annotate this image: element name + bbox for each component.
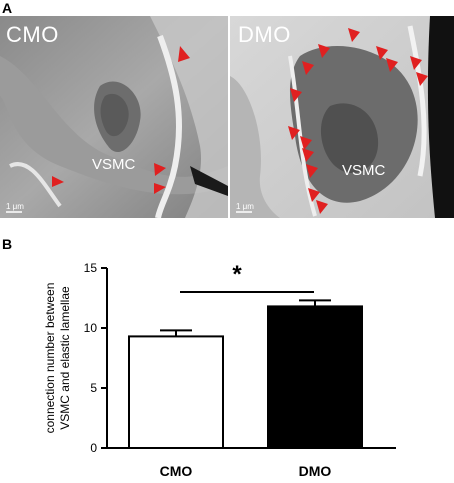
y-tick-label-1: 5	[90, 381, 97, 395]
significance-star: *	[232, 261, 242, 288]
category-label-dmo: DMO	[299, 463, 332, 479]
panel-b-letter: B	[2, 236, 13, 252]
cmo-micrograph: CMO VSMC 1 μm	[0, 16, 228, 218]
panel-a-letter: A	[2, 0, 13, 16]
dmo-image-label: DMO	[238, 22, 291, 47]
bar-cmo	[128, 335, 224, 449]
bar-chart-svg: 0 5 10 15 connection number between VSMC and …	[43, 261, 396, 479]
cmo-vsmc-label: VSMC	[92, 156, 136, 173]
cmo-image-label: CMO	[6, 22, 59, 47]
category-label-cmo: CMO	[160, 463, 193, 479]
cmo-scale-label: 1 μm	[6, 202, 24, 211]
y-axis-label-line-0: connection number between	[43, 283, 57, 434]
dmo-micrograph-image	[230, 16, 454, 218]
y-tick-label-0: 0	[90, 441, 97, 455]
dmo-scale-label: 1 μm	[236, 202, 254, 211]
bar-chart: 0 5 10 15 connection number between VSMC and …	[0, 250, 454, 483]
y-tick-label-3: 15	[84, 261, 98, 275]
bar-dmo	[267, 305, 363, 450]
dmo-vsmc-label: VSMC	[342, 162, 386, 179]
y-axis-label-line-1: VSMC and elastic lamellae	[58, 286, 72, 430]
y-tick-label-2: 10	[84, 321, 98, 335]
cmo-micrograph-image	[0, 16, 228, 218]
dmo-micrograph: DMO VSMC 1 μm	[230, 16, 454, 218]
